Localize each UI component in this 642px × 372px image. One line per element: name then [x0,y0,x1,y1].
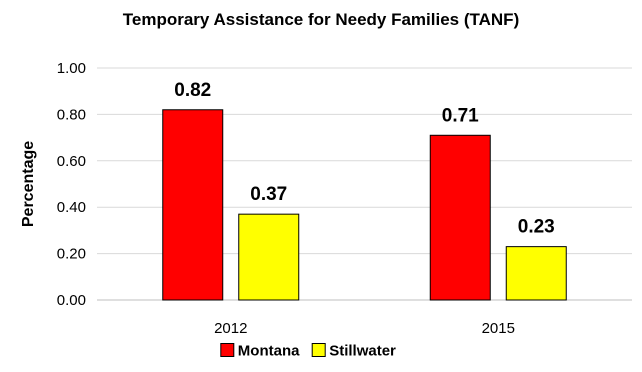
legend: Montana Stillwater [220,343,396,360]
y-tick-label: 0.20 [57,246,86,263]
y-tick-label: 0.60 [57,153,86,170]
y-axis-label: Percentage [20,141,37,227]
bar-montana [162,109,224,301]
y-tick-label: 0.80 [57,106,86,123]
y-tick-label: 0.00 [57,292,86,309]
data-label: 0.23 [518,217,555,238]
bar-stillwater [505,246,567,301]
x-axis-ticks: 2012 2015 [214,320,515,337]
data-label: 0.37 [250,184,287,205]
legend-swatch-montana [220,343,235,357]
legend-swatch-stillwater [311,343,326,357]
legend-label: Montana [238,343,300,360]
bars: 0.82 0.37 0.71 0.23 [162,80,567,301]
data-label: 0.71 [442,105,479,126]
y-axis-ticks: 0.00 0.20 0.40 0.60 0.80 1.00 [57,60,86,309]
y-tick-label: 0.40 [57,199,86,216]
x-tick-label: 2012 [214,320,247,337]
y-tick-label: 1.00 [57,60,86,77]
data-label: 0.82 [174,80,211,101]
bar-montana [429,134,491,301]
bar-stillwater [238,213,300,301]
x-tick-label: 2015 [482,320,515,337]
legend-label: Stillwater [329,343,396,360]
chart-title: Temporary Assistance for Needy Families … [123,10,519,29]
